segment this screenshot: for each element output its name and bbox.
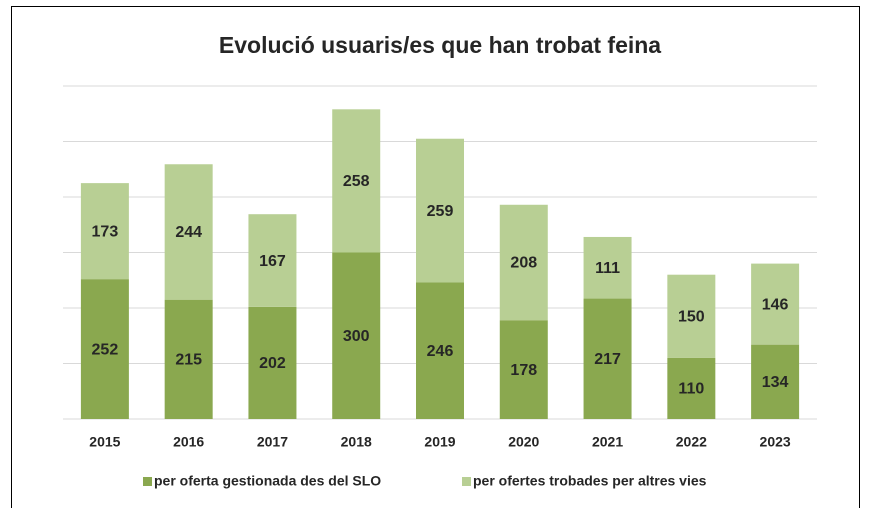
bar-segment	[80, 279, 129, 419]
data-label: 208	[510, 255, 537, 272]
x-tick-label: 2023	[760, 434, 791, 450]
bar-segment	[248, 214, 297, 307]
data-label: 259	[427, 203, 454, 220]
data-label: 178	[510, 362, 537, 379]
data-label: 167	[259, 253, 286, 270]
bar-segment	[583, 298, 632, 419]
data-label: 246	[427, 343, 454, 360]
legend-label: per oferta gestionada des del SLO	[154, 473, 381, 489]
data-label: 111	[595, 260, 620, 277]
bar-segment	[751, 344, 800, 419]
x-tick-label: 2018	[341, 434, 372, 450]
data-label: 134	[762, 374, 789, 391]
bar-segment	[667, 357, 716, 419]
data-label: 300	[343, 328, 370, 345]
legend-label: per ofertes trobades per altres vies	[473, 473, 707, 489]
bar-segment	[332, 252, 381, 419]
data-label: 150	[678, 309, 705, 326]
data-label: 173	[92, 223, 119, 240]
data-label: 146	[762, 296, 789, 313]
bar-segment	[164, 164, 213, 300]
data-label: 110	[678, 381, 704, 398]
bar-segment	[499, 204, 548, 321]
bar-segment	[583, 236, 632, 299]
data-label: 215	[175, 352, 202, 369]
x-tick-label: 2022	[676, 434, 707, 450]
data-label: 252	[92, 341, 119, 358]
bar-segment	[416, 282, 464, 419]
bar-segment	[416, 138, 464, 283]
legend-swatch	[462, 477, 471, 486]
x-tick-label: 2017	[257, 434, 288, 450]
data-label: 244	[175, 224, 202, 241]
bar-segment	[751, 263, 800, 345]
bar-segment	[80, 183, 129, 280]
bar-segment	[499, 320, 548, 419]
data-label: 202	[259, 355, 286, 372]
bar-segment	[667, 274, 716, 358]
x-tick-label: 2015	[89, 434, 120, 450]
x-tick-label: 2020	[508, 434, 539, 450]
bar-segment	[248, 306, 297, 419]
x-tick-label: 2019	[424, 434, 455, 450]
data-label: 217	[594, 351, 621, 368]
bar-segment	[164, 299, 213, 419]
x-tick-label: 2016	[173, 434, 204, 450]
bar-segment	[332, 109, 381, 253]
legend-swatch	[143, 477, 152, 486]
data-label: 258	[343, 173, 370, 190]
chart-title: Evolució usuaris/es que han trobat feina	[219, 32, 661, 58]
x-tick-label: 2021	[592, 434, 623, 450]
